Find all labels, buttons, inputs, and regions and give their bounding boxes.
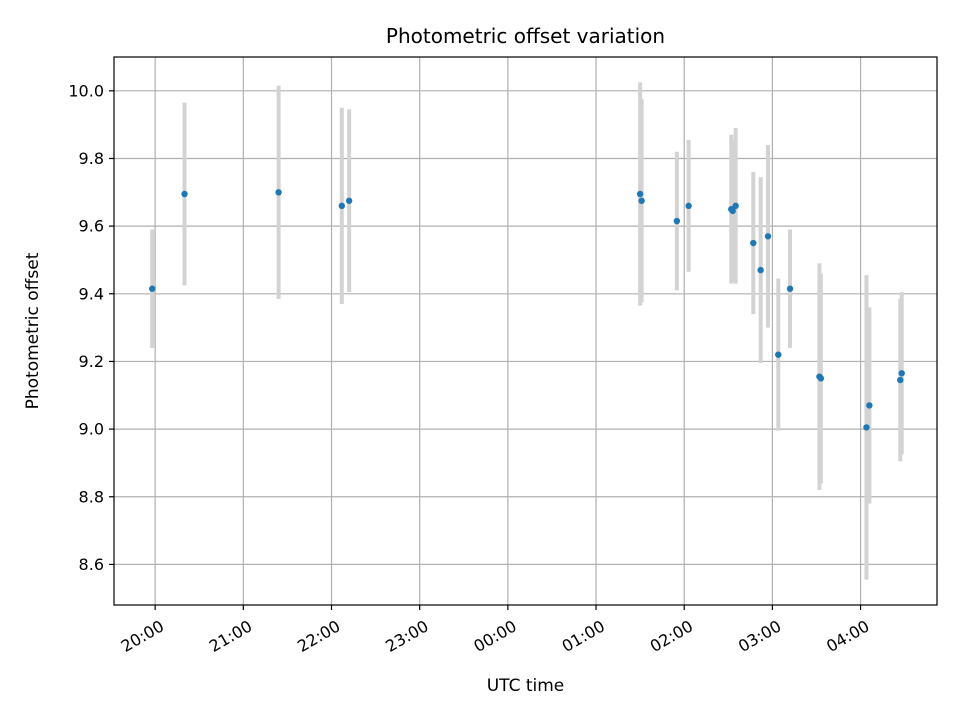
y-tick-label: 8.6 bbox=[79, 555, 104, 574]
y-axis-label: Photometric offset bbox=[23, 252, 43, 409]
plot-frame bbox=[113, 56, 938, 606]
y-tick-label: 9.4 bbox=[79, 284, 104, 303]
data-point bbox=[345, 197, 353, 204]
y-tick-label: 10.0 bbox=[68, 81, 104, 100]
x-tick-label: 01:00 bbox=[559, 616, 608, 656]
x-tick-label: 04:00 bbox=[823, 616, 872, 656]
x-tick-label: 21:00 bbox=[206, 616, 255, 656]
tick-layer: 20:00 21:00 22:00 23:00 00:00 01:00 02:00 03:00… bbox=[68, 81, 872, 656]
x-tick-label: 23:00 bbox=[382, 616, 431, 656]
errorbar-layer bbox=[150, 82, 904, 580]
x-axis-label: UTC time bbox=[487, 676, 565, 696]
data-point bbox=[275, 189, 282, 196]
data-point bbox=[149, 285, 156, 292]
data-point bbox=[638, 197, 645, 204]
data-point bbox=[757, 266, 764, 274]
x-tick-label: 02:00 bbox=[647, 616, 696, 656]
chart-title: Photometric offset variation bbox=[386, 24, 665, 48]
y-tick-label: 9.2 bbox=[79, 352, 104, 371]
data-point bbox=[732, 202, 739, 210]
data-point bbox=[685, 202, 692, 210]
data-point bbox=[866, 402, 873, 409]
data-point bbox=[817, 375, 825, 382]
data-point bbox=[729, 207, 736, 215]
data-point bbox=[898, 370, 905, 377]
data-point bbox=[750, 239, 757, 247]
y-tick-label: 9.6 bbox=[79, 217, 104, 236]
data-point bbox=[764, 233, 772, 240]
data-point bbox=[338, 202, 345, 210]
x-tick-label: 00:00 bbox=[470, 616, 519, 656]
x-tick-label: 20:00 bbox=[118, 616, 167, 656]
y-tick-label: 9.8 bbox=[79, 149, 104, 168]
data-point bbox=[636, 190, 644, 198]
point-layer bbox=[149, 189, 905, 431]
grid-layer bbox=[114, 57, 937, 605]
y-tick-label: 8.8 bbox=[79, 487, 104, 506]
data-point bbox=[786, 285, 794, 292]
data-point bbox=[775, 351, 782, 358]
data-point bbox=[673, 217, 681, 225]
x-tick-label: 22:00 bbox=[294, 616, 343, 656]
x-tick-label: 03:00 bbox=[735, 616, 784, 656]
data-point bbox=[181, 190, 188, 198]
data-point bbox=[863, 424, 870, 431]
data-point bbox=[897, 376, 904, 384]
y-tick-label: 9.0 bbox=[79, 420, 104, 439]
